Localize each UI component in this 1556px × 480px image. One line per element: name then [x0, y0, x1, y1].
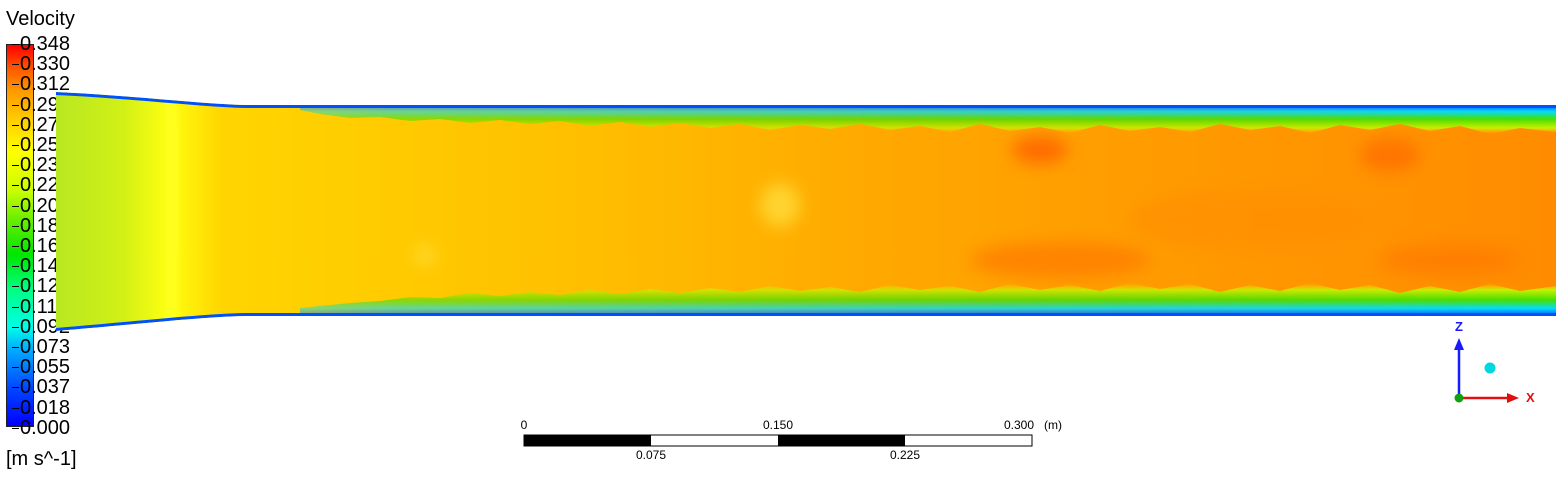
colorbar-tick-label: 0.073 [11, 336, 71, 358]
color-bar [6, 44, 34, 427]
scale-label-0225: 0.225 [889, 448, 921, 462]
colorbar-tick-label: 0.000 [11, 416, 71, 439]
x-axis-label: X [1526, 390, 1535, 405]
y-axis-dot [1454, 393, 1464, 403]
colorbar-tick-label: 0.312 [11, 73, 71, 96]
colorbar-tick-label: 0.348 [11, 33, 71, 55]
colorbar-tick-label: 0.055 [11, 356, 71, 379]
scale-bar-segment [778, 435, 905, 446]
legend-units: [m s^-1] [6, 448, 77, 470]
z-axis-label: Z [1455, 319, 1463, 334]
scale-bar [523, 434, 1033, 447]
view-orientation-sphere [1484, 362, 1496, 374]
flow-domain [56, 92, 1556, 331]
colorbar-tick-label: 0.037 [11, 376, 71, 399]
scale-label-0: 0 [520, 418, 528, 432]
legend-title: Velocity [6, 8, 75, 30]
scale-label-0075: 0.075 [635, 448, 667, 462]
scale-label-0150: 0.150 [762, 418, 794, 432]
scale-unit: (m) [1044, 418, 1062, 432]
axis-triad [1454, 338, 1519, 403]
scale-bar-segment [524, 435, 651, 446]
scale-label-0300: 0.300 [1003, 418, 1035, 432]
colorbar-tick-label: 0.018 [11, 396, 71, 419]
colorbar-tick-label: 0.330 [11, 53, 71, 76]
